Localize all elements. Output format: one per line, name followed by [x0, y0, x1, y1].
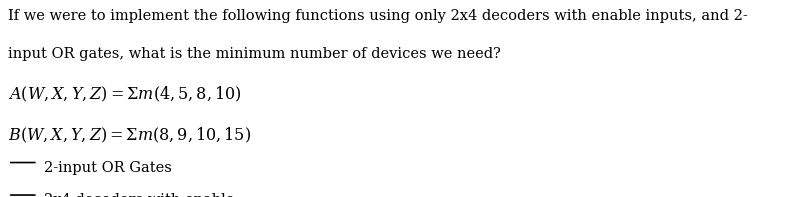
Text: $\mathit{A}(\mathit{W},\mathit{X},\mathit{Y},\mathit{Z}) = \Sigma \mathit{m}(4,5: $\mathit{A}(\mathit{W},\mathit{X},\mathi… [8, 85, 242, 104]
Text: 2x4 decoders with enable: 2x4 decoders with enable [44, 193, 235, 197]
Text: 2-input OR Gates: 2-input OR Gates [44, 161, 172, 175]
Text: If we were to implement the following functions using only 2x4 decoders with ena: If we were to implement the following fu… [8, 9, 748, 23]
Text: input OR gates, what is the minimum number of devices we need?: input OR gates, what is the minimum numb… [8, 47, 501, 61]
Text: $\mathit{B}(\mathit{W},\mathit{X},\mathit{Y},\mathit{Z}) = \Sigma \mathit{m}(8,9: $\mathit{B}(\mathit{W},\mathit{X},\mathi… [8, 126, 251, 145]
